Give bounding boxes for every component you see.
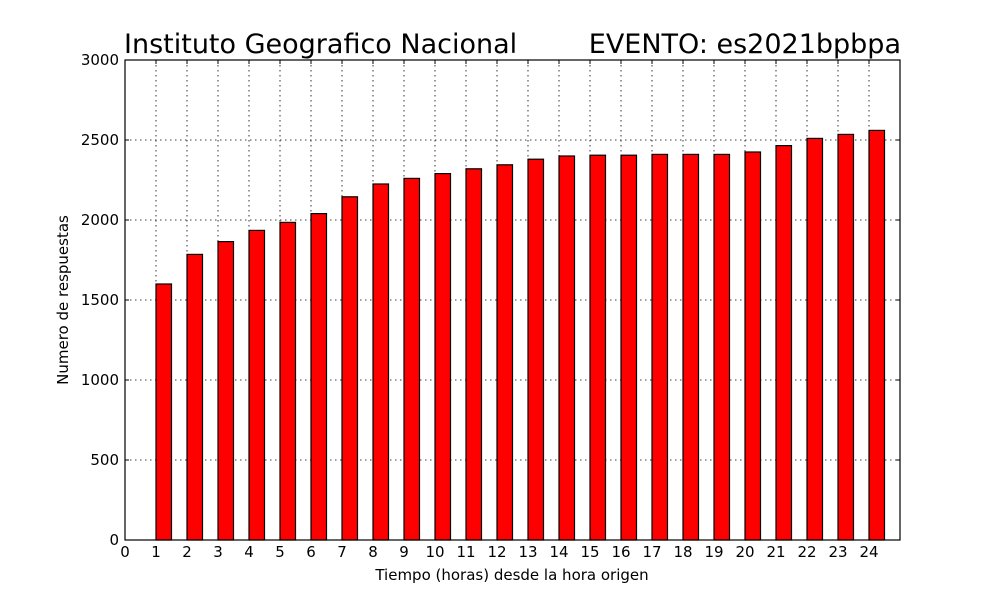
x-tick-label: 18 (673, 543, 692, 561)
x-tick-label: 22 (797, 543, 816, 561)
x-tick-label: 4 (244, 543, 254, 561)
bar-hour-20 (744, 151, 762, 541)
x-tick-label: 1 (151, 543, 161, 561)
bar-hour-12 (496, 164, 514, 541)
y-tick-label: 3000 (81, 51, 119, 69)
bar-hour-7 (341, 196, 359, 541)
x-tick-label: 16 (611, 543, 630, 561)
x-tick-label: 20 (735, 543, 754, 561)
x-tick-label: 0 (120, 543, 130, 561)
bar-hour-8 (372, 183, 390, 541)
x-tick-label: 7 (337, 543, 347, 561)
x-tick-label: 24 (859, 543, 878, 561)
bar-hour-6 (310, 213, 328, 541)
bar-hour-24 (868, 129, 886, 541)
x-tick-label: 6 (306, 543, 316, 561)
x-tick-label: 8 (368, 543, 378, 561)
bar-hour-13 (527, 158, 545, 541)
y-tick-label: 1000 (81, 371, 119, 389)
bars (155, 129, 886, 541)
bar-hour-17 (651, 153, 669, 541)
y-tick-label: 500 (90, 451, 119, 469)
bar-hour-23 (837, 133, 855, 541)
x-tick-label: 5 (275, 543, 285, 561)
bar-hour-11 (465, 168, 483, 541)
bar-hour-5 (279, 221, 297, 541)
bar-hour-18 (682, 153, 700, 541)
x-tick-label: 13 (518, 543, 537, 561)
y-axis-label: Numero de respuestas (54, 215, 72, 385)
x-tick-label: 11 (456, 543, 475, 561)
x-tick-label: 2 (182, 543, 192, 561)
x-axis-label: Tiempo (horas) desde la hora origen (374, 566, 648, 584)
x-tick-label: 17 (642, 543, 661, 561)
bar-hour-10 (434, 173, 452, 541)
x-tick-label: 12 (487, 543, 506, 561)
x-tick-label: 15 (580, 543, 599, 561)
bar-hour-22 (806, 137, 824, 541)
bar-hour-3 (217, 241, 235, 541)
bar-hour-9 (403, 177, 421, 541)
x-tick-label: 21 (766, 543, 785, 561)
chart-title-left: Instituto Geografico Nacional (124, 29, 517, 60)
x-tick-label: 19 (704, 543, 723, 561)
y-tick-label: 2500 (81, 131, 119, 149)
y-tick-label: 0 (109, 531, 119, 549)
y-tick-label: 1500 (81, 291, 119, 309)
bar-hour-2 (186, 253, 204, 541)
x-tick-label: 3 (213, 543, 223, 561)
bar-hour-1 (155, 283, 173, 541)
x-tick-label: 9 (399, 543, 409, 561)
bar-hour-16 (620, 154, 638, 541)
bar-hour-15 (589, 154, 607, 541)
bar-hour-14 (558, 155, 576, 541)
x-tick-label: 23 (828, 543, 847, 561)
bar-hour-21 (775, 145, 793, 541)
x-tick-label: 10 (425, 543, 444, 561)
plot-frame (124, 59, 901, 541)
x-tick-label: 14 (549, 543, 568, 561)
y-tick-label: 2000 (81, 211, 119, 229)
bar-hour-19 (713, 153, 731, 541)
chart-title-right: EVENTO: es2021bpbpa (589, 29, 901, 60)
bar-hour-4 (248, 229, 266, 541)
